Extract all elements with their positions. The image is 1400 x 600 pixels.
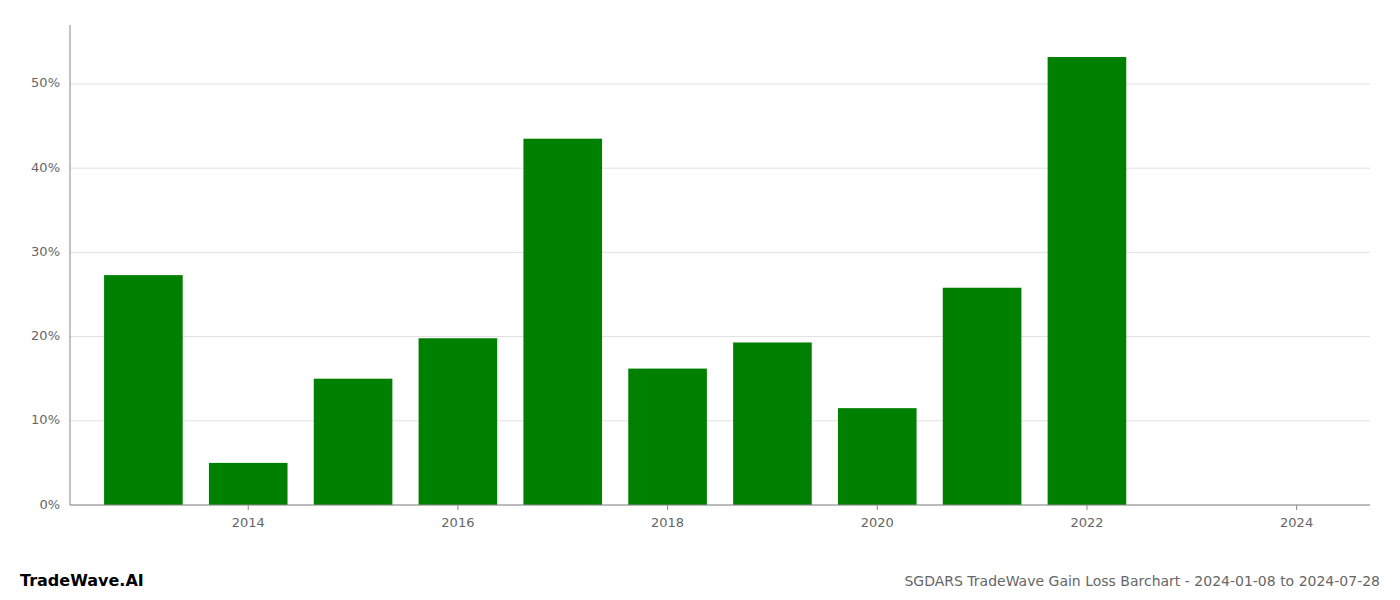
x-tick [1086, 505, 1087, 510]
y-tick-label: 40% [31, 160, 60, 175]
bar [943, 288, 1022, 505]
x-tick-label: 2022 [1070, 515, 1103, 530]
x-axis-line [70, 505, 1370, 506]
x-tick-label: 2016 [441, 515, 474, 530]
watermark: TradeWave.AI [20, 571, 144, 590]
bar [838, 408, 917, 505]
chart-container: 0% 10% 20% 30% 40% 50% 2014 2016 2018 2020 2022 202… [0, 0, 1400, 600]
x-tick-label: 2024 [1280, 515, 1313, 530]
grid-line [70, 336, 1370, 337]
bar [628, 369, 707, 505]
x-tick [1296, 505, 1297, 510]
x-tick [248, 505, 249, 510]
bar [104, 275, 183, 505]
bar [314, 379, 393, 505]
y-tick-label: 10% [31, 412, 60, 427]
bar [419, 338, 498, 505]
grid-line [70, 252, 1370, 253]
x-tick-label: 2014 [232, 515, 265, 530]
bar [523, 139, 602, 505]
bar [1048, 57, 1127, 505]
bar [733, 342, 812, 505]
y-tick-label: 0% [39, 497, 60, 512]
x-tick [667, 505, 668, 510]
y-tick-label: 30% [31, 244, 60, 259]
title: SGDARS TradeWave Gain Loss Barchart - 20… [904, 573, 1380, 589]
bars [104, 57, 1126, 505]
grid-line [70, 505, 1370, 506]
bar [209, 463, 288, 505]
x-tick [457, 505, 458, 510]
grid-line [70, 168, 1370, 169]
chart: 0% 10% 20% 30% 40% 50% 2014 2016 2018 2020 2022 202… [0, 0, 1400, 600]
x-tick-label: 2018 [651, 515, 684, 530]
x-tick [877, 505, 878, 510]
x-tick-label: 2020 [861, 515, 894, 530]
y-tick-label: 20% [31, 328, 60, 343]
grid-line [70, 420, 1370, 421]
y-grid [70, 84, 1370, 505]
grid-line [70, 83, 1370, 84]
y-axis-line [70, 25, 71, 505]
y-tick-label: 50% [31, 75, 60, 90]
